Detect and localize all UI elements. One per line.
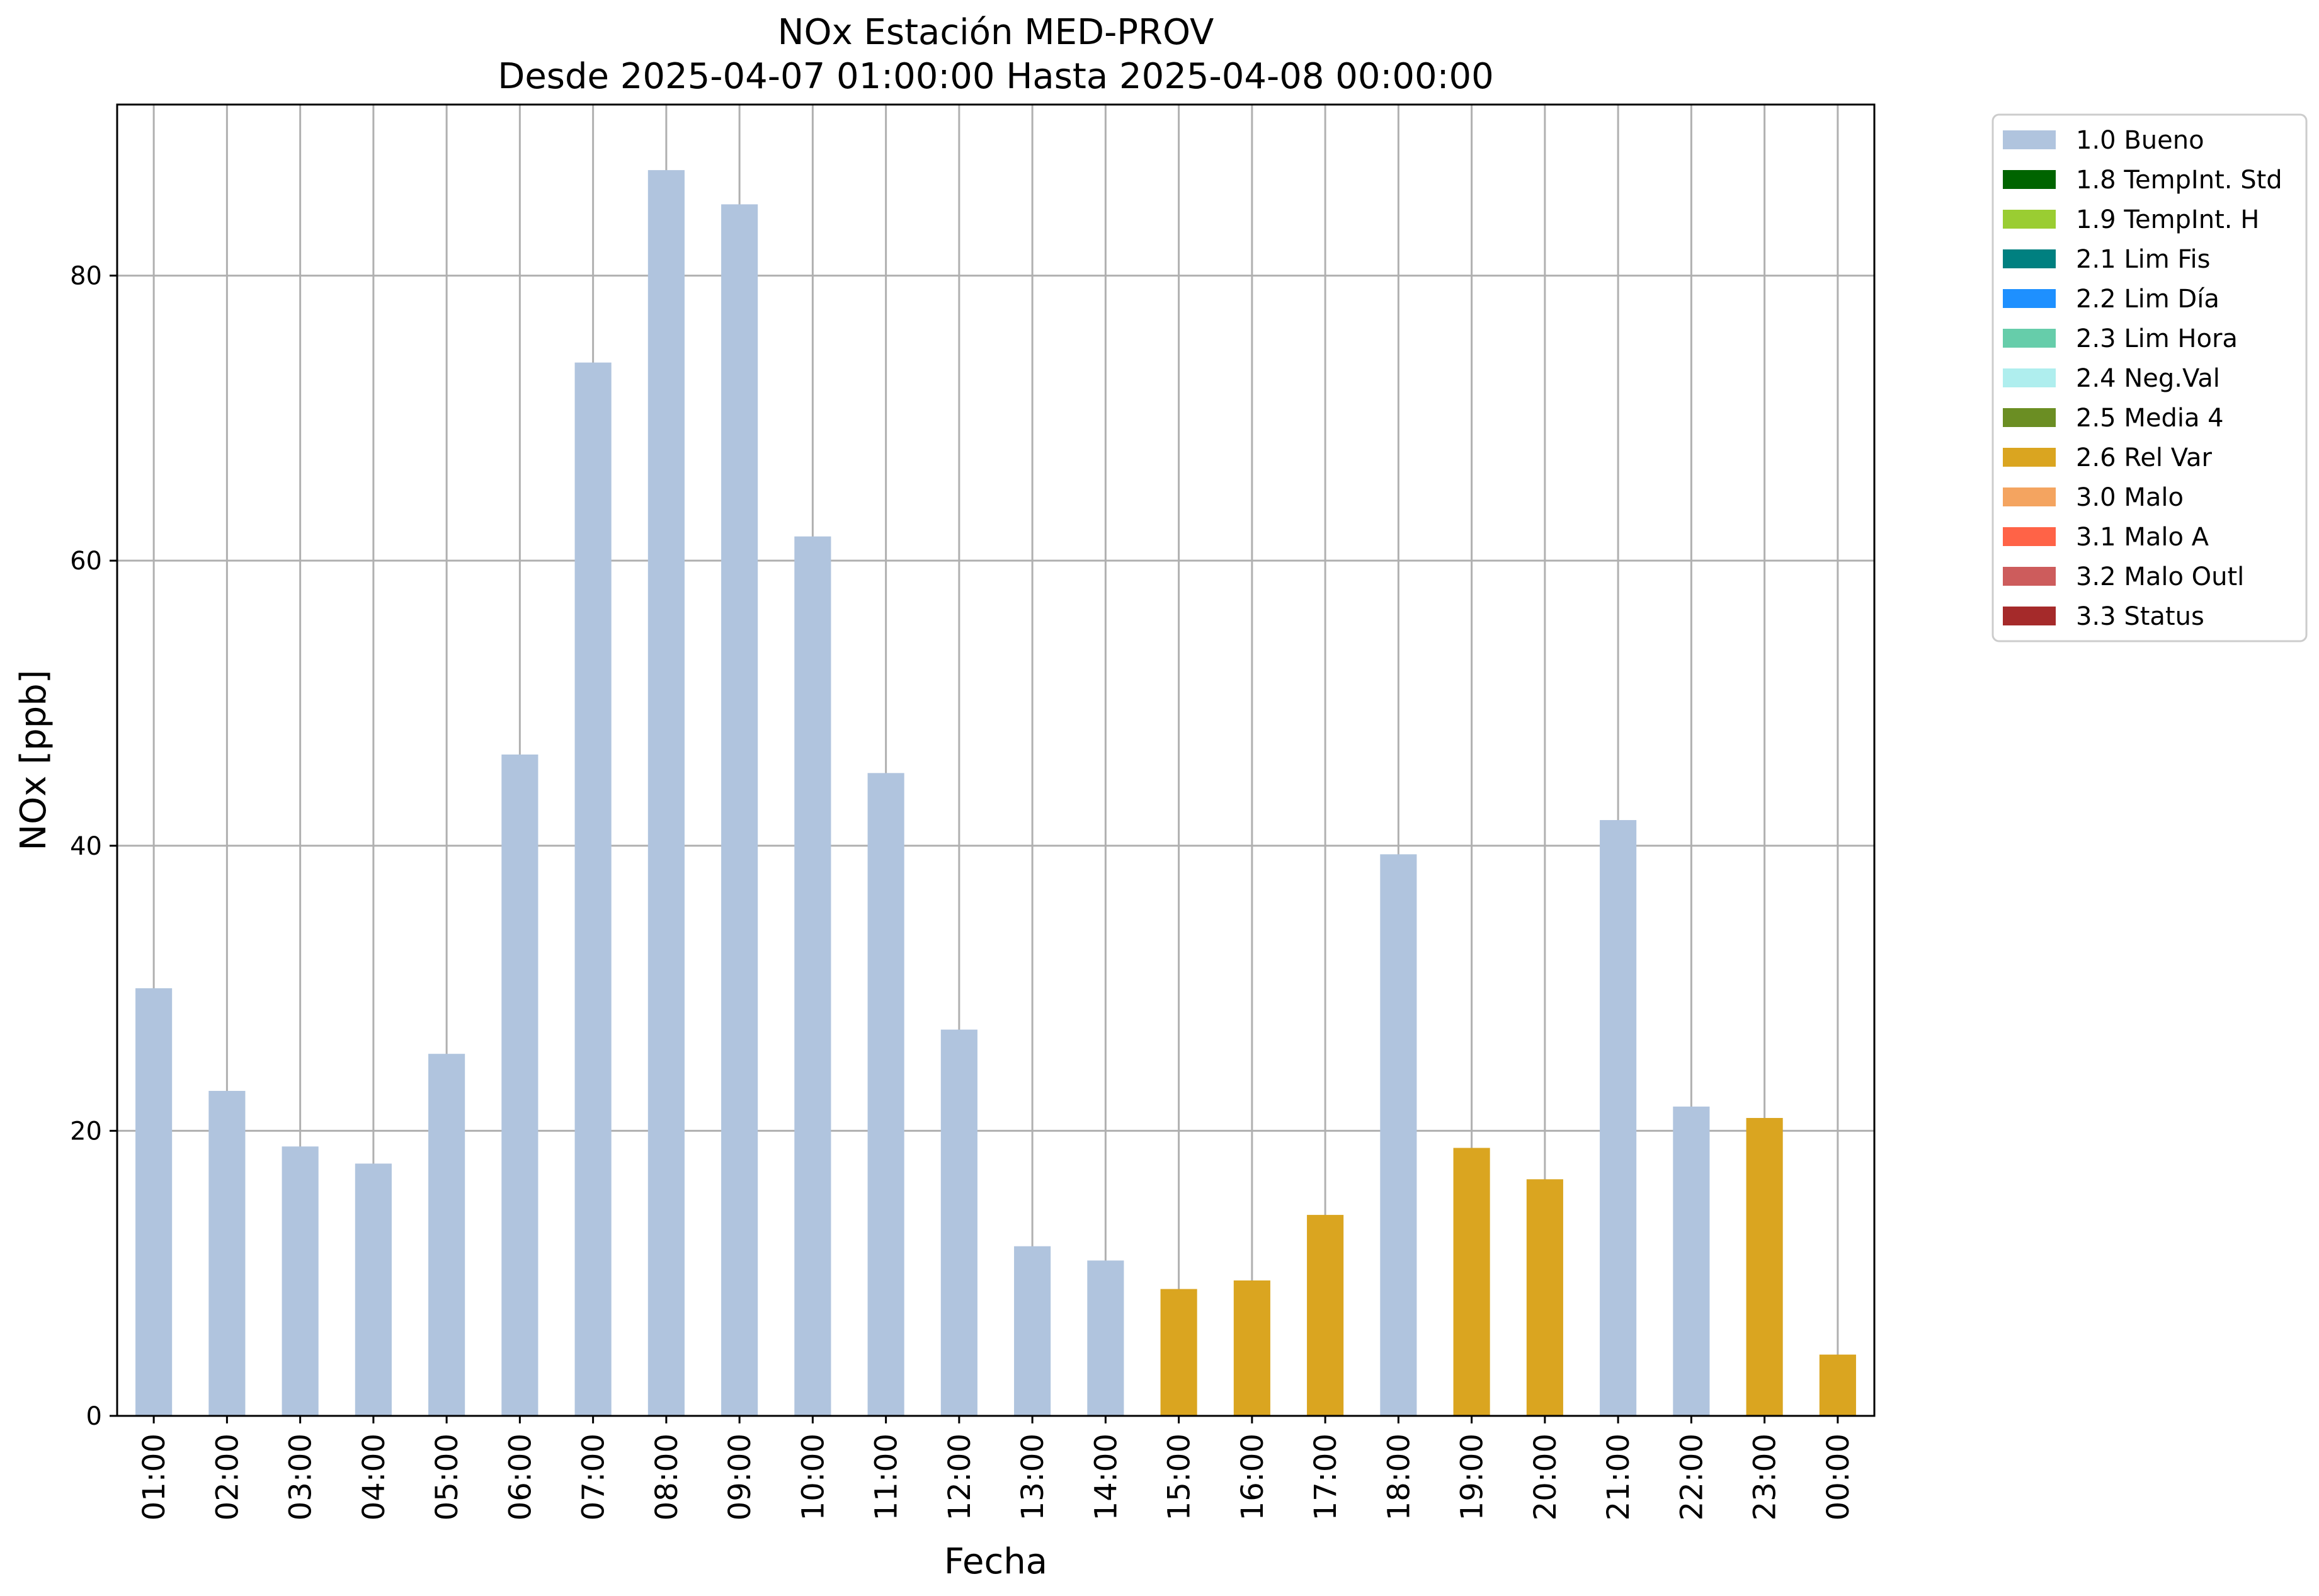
y-axis-label: NOx [ppb] — [13, 670, 54, 850]
legend-swatch — [2003, 448, 2056, 467]
x-tick-label: 00:00 — [1821, 1434, 1856, 1520]
bar-1800 — [1380, 854, 1417, 1416]
legend-label: 1.0 Bueno — [2076, 126, 2204, 155]
legend-label: 3.1 Malo A — [2076, 523, 2209, 552]
legend-swatch — [2003, 289, 2056, 308]
y-tick-label: 60 — [70, 547, 102, 576]
bars — [135, 170, 1856, 1416]
x-tick-label: 21:00 — [1601, 1434, 1636, 1520]
legend-swatch — [2003, 527, 2056, 546]
x-tick-label: 13:00 — [1015, 1434, 1051, 1520]
x-tick-label: 01:00 — [137, 1434, 172, 1520]
bar-2000 — [1526, 1179, 1563, 1416]
chart-subtitle: Desde 2025-04-07 01:00:00 Hasta 2025-04-… — [498, 56, 1494, 97]
x-tick-label: 09:00 — [722, 1434, 758, 1520]
x-tick-label: 19:00 — [1455, 1434, 1490, 1520]
x-axis-ticks: 01:00 02:00 03:00 04:00 05:00 06:00 07:00 08:00… — [137, 1416, 1856, 1520]
y-axis-ticks: 0 20 40 60 80 — [70, 262, 117, 1431]
bar-0700 — [574, 362, 612, 1416]
bar-1600 — [1233, 1280, 1270, 1416]
x-tick-label: 05:00 — [430, 1434, 465, 1520]
legend-swatch — [2003, 170, 2056, 189]
legend-label: 2.1 Lim Fis — [2076, 245, 2210, 274]
x-tick-label: 20:00 — [1528, 1434, 1563, 1520]
legend-swatch — [2003, 567, 2056, 586]
bar-2200 — [1673, 1106, 1710, 1416]
y-tick-label: 40 — [70, 832, 102, 861]
legend-label: 1.8 TempInt. Std — [2076, 166, 2282, 195]
x-tick-label: 22:00 — [1674, 1434, 1709, 1520]
bar-0100 — [135, 988, 173, 1416]
bar-1300 — [1014, 1246, 1051, 1416]
x-tick-label: 11:00 — [869, 1434, 904, 1520]
chart-title: NOx Estación MED-PROV — [778, 12, 1214, 53]
legend-label: 2.3 Lim Hora — [2076, 324, 2238, 353]
x-tick-label: 12:00 — [942, 1434, 977, 1520]
bar-1000 — [794, 536, 831, 1416]
legend-frame — [1991, 113, 2308, 642]
legend: 1.0 Bueno 1.8 TempInt. Std 1.9 TempInt. H 2… — [1991, 113, 2308, 642]
legend-label: 2.4 Neg.Val — [2076, 364, 2220, 393]
legend-label: 3.2 Malo Outl — [2076, 562, 2244, 591]
y-tick-label: 0 — [86, 1402, 102, 1431]
plot-frame — [116, 103, 1876, 1417]
x-tick-label: 15:00 — [1162, 1434, 1197, 1520]
legend-label: 2.5 Media 4 — [2076, 404, 2224, 433]
x-tick-label: 06:00 — [503, 1434, 538, 1520]
x-axis-label: Fecha — [944, 1541, 1047, 1582]
legend-swatch — [2003, 329, 2056, 348]
bar-0000 — [1819, 1354, 1856, 1416]
legend-swatch — [2003, 408, 2056, 427]
y-tick-label: 80 — [70, 262, 102, 291]
legend-label: 3.3 Status — [2076, 602, 2204, 631]
legend-label: 1.9 TempInt. H — [2076, 205, 2259, 234]
bar-0800 — [647, 170, 685, 1416]
x-tick-label: 04:00 — [356, 1434, 392, 1520]
x-tick-label: 02:00 — [210, 1434, 245, 1520]
bar-1400 — [1087, 1260, 1124, 1416]
bar-1200 — [940, 1029, 977, 1416]
x-tick-label: 03:00 — [283, 1434, 319, 1520]
x-tick-label: 14:00 — [1088, 1434, 1124, 1520]
legend-swatch — [2003, 130, 2056, 149]
bar-0400 — [355, 1163, 392, 1416]
legend-swatch — [2003, 249, 2056, 268]
y-tick-label: 20 — [70, 1117, 102, 1146]
bar-2100 — [1600, 820, 1637, 1416]
bar-1900 — [1453, 1148, 1490, 1416]
bar-0200 — [208, 1091, 246, 1416]
x-tick-label: 07:00 — [576, 1434, 612, 1520]
legend-label: 2.2 Lim Día — [2076, 285, 2219, 314]
bar-0500 — [428, 1054, 465, 1416]
bar-0300 — [282, 1146, 319, 1416]
bar-0900 — [721, 204, 758, 1416]
x-tick-label: 10:00 — [795, 1434, 831, 1520]
legend-swatch — [2003, 368, 2056, 387]
x-tick-label: 17:00 — [1308, 1434, 1343, 1520]
legend-swatch — [2003, 210, 2056, 229]
bar-2300 — [1746, 1118, 1783, 1416]
x-tick-label: 18:00 — [1381, 1434, 1416, 1520]
bar-0600 — [501, 754, 538, 1416]
bar-1500 — [1160, 1289, 1197, 1416]
x-tick-label: 23:00 — [1748, 1434, 1783, 1520]
legend-label: 2.6 Rel Var — [2076, 443, 2213, 472]
legend-swatch — [2003, 487, 2056, 506]
bar-1100 — [867, 773, 904, 1416]
legend-swatch — [2003, 607, 2056, 625]
bar-1700 — [1307, 1214, 1344, 1416]
x-tick-label: 16:00 — [1235, 1434, 1270, 1520]
legend-label: 3.0 Malo — [2076, 483, 2184, 512]
x-tick-label: 08:00 — [649, 1434, 685, 1520]
